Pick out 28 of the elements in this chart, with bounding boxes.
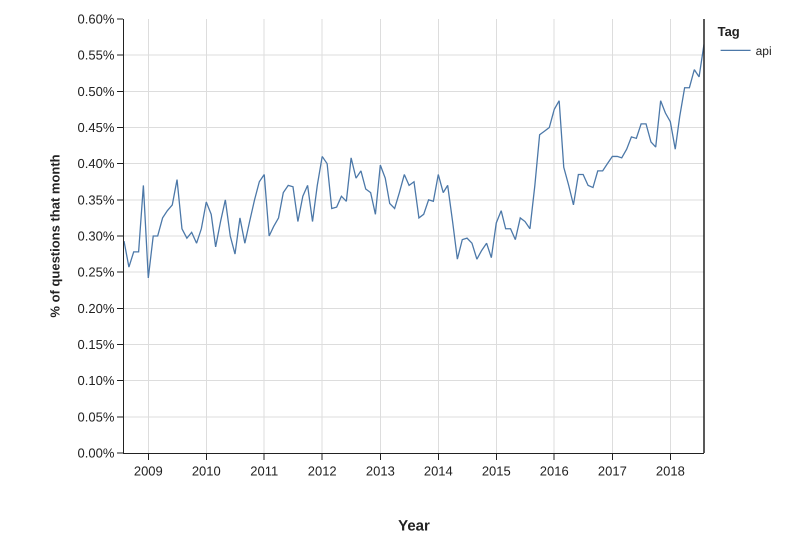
line-series: [124, 44, 704, 279]
y-tick-label: 0.15%: [78, 337, 115, 352]
x-tick-label: 2009: [134, 464, 163, 479]
x-tick-label: 2013: [366, 464, 395, 479]
x-tick-label: 2012: [308, 464, 337, 479]
y-axis-title: % of questions that month: [47, 154, 62, 318]
y-tick-label: 0.60%: [78, 12, 115, 27]
legend-label: api: [756, 44, 772, 58]
y-tick-label: 0.00%: [78, 446, 115, 461]
y-tick-label: 0.10%: [78, 373, 115, 388]
x-tick-label: 2018: [656, 464, 685, 479]
legend-title: Tag: [718, 24, 740, 39]
x-tick-label: 2014: [424, 464, 453, 479]
x-axis-title: Year: [398, 518, 430, 535]
x-tick-label: 2016: [540, 464, 569, 479]
x-tick-label: 2017: [598, 464, 627, 479]
y-tick-label: 0.45%: [78, 120, 115, 136]
y-tick-label: 0.20%: [78, 300, 115, 316]
y-tick-label: 0.05%: [78, 409, 115, 424]
x-tick-label: 2011: [250, 464, 278, 479]
x-tick-label: 2010: [192, 464, 221, 479]
x-tick-label: 2015: [482, 464, 511, 479]
y-tick-label: 0.30%: [78, 228, 115, 244]
y-tick-label: 0.40%: [78, 156, 115, 172]
y-tick-label: 0.55%: [78, 48, 115, 63]
y-tick-label: 0.25%: [78, 264, 115, 280]
y-tick-label: 0.50%: [78, 84, 115, 99]
y-tick-label: 0.35%: [78, 192, 115, 208]
